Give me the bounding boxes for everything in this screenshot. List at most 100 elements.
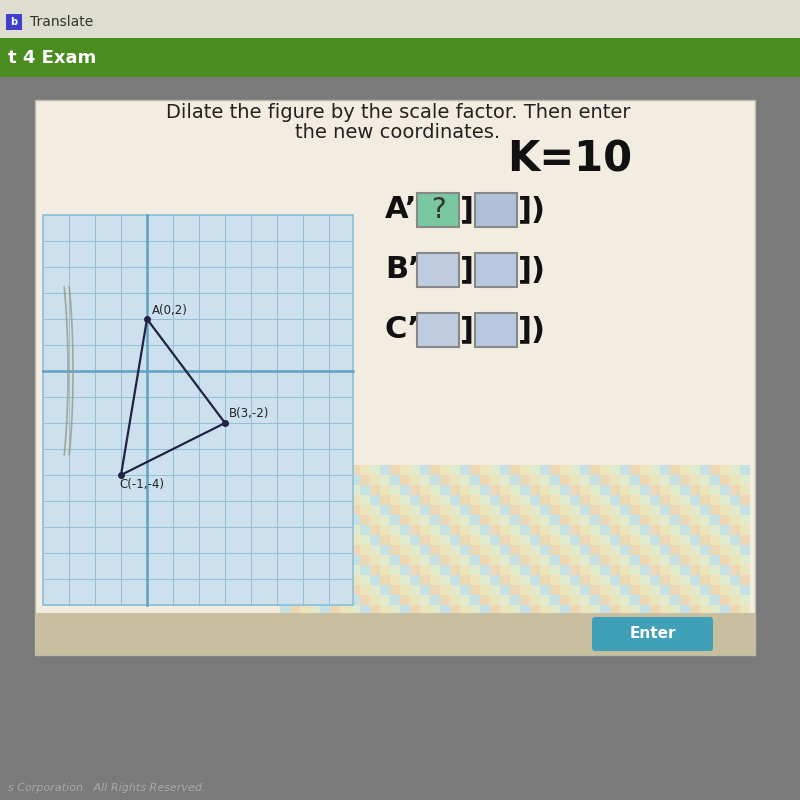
FancyBboxPatch shape xyxy=(330,635,340,645)
FancyBboxPatch shape xyxy=(450,565,460,575)
FancyBboxPatch shape xyxy=(730,535,740,545)
FancyBboxPatch shape xyxy=(400,575,410,585)
FancyBboxPatch shape xyxy=(620,475,630,485)
FancyBboxPatch shape xyxy=(410,525,420,535)
FancyBboxPatch shape xyxy=(530,585,540,595)
FancyBboxPatch shape xyxy=(720,515,730,525)
FancyBboxPatch shape xyxy=(440,515,450,525)
FancyBboxPatch shape xyxy=(440,475,450,485)
FancyBboxPatch shape xyxy=(360,595,370,605)
FancyBboxPatch shape xyxy=(660,505,670,515)
FancyBboxPatch shape xyxy=(460,505,470,515)
FancyBboxPatch shape xyxy=(510,595,520,605)
FancyBboxPatch shape xyxy=(710,585,720,595)
FancyBboxPatch shape xyxy=(460,555,470,565)
FancyBboxPatch shape xyxy=(420,565,430,575)
FancyBboxPatch shape xyxy=(540,585,550,595)
FancyBboxPatch shape xyxy=(660,545,670,555)
FancyBboxPatch shape xyxy=(600,585,610,595)
FancyBboxPatch shape xyxy=(370,485,380,495)
FancyBboxPatch shape xyxy=(320,525,330,535)
FancyBboxPatch shape xyxy=(640,615,650,625)
FancyBboxPatch shape xyxy=(360,645,370,655)
FancyBboxPatch shape xyxy=(530,475,540,485)
FancyBboxPatch shape xyxy=(390,525,400,535)
FancyBboxPatch shape xyxy=(620,555,630,565)
FancyBboxPatch shape xyxy=(600,595,610,605)
FancyBboxPatch shape xyxy=(690,585,700,595)
FancyBboxPatch shape xyxy=(520,475,530,485)
FancyBboxPatch shape xyxy=(590,625,600,635)
FancyBboxPatch shape xyxy=(610,495,620,505)
FancyBboxPatch shape xyxy=(400,585,410,595)
FancyBboxPatch shape xyxy=(710,565,720,575)
FancyBboxPatch shape xyxy=(410,645,420,655)
FancyBboxPatch shape xyxy=(570,575,580,585)
FancyBboxPatch shape xyxy=(620,625,630,635)
Text: B’(: B’( xyxy=(385,255,434,285)
FancyBboxPatch shape xyxy=(370,645,380,655)
FancyBboxPatch shape xyxy=(540,635,550,645)
FancyBboxPatch shape xyxy=(510,465,520,475)
FancyBboxPatch shape xyxy=(540,535,550,545)
FancyBboxPatch shape xyxy=(400,545,410,555)
FancyBboxPatch shape xyxy=(460,515,470,525)
FancyBboxPatch shape xyxy=(400,565,410,575)
FancyBboxPatch shape xyxy=(690,475,700,485)
FancyBboxPatch shape xyxy=(650,575,660,585)
FancyBboxPatch shape xyxy=(480,475,490,485)
FancyBboxPatch shape xyxy=(640,475,650,485)
FancyBboxPatch shape xyxy=(560,635,570,645)
FancyBboxPatch shape xyxy=(390,575,400,585)
FancyBboxPatch shape xyxy=(290,505,300,515)
FancyBboxPatch shape xyxy=(370,465,380,475)
FancyBboxPatch shape xyxy=(700,485,710,495)
FancyBboxPatch shape xyxy=(570,495,580,505)
FancyBboxPatch shape xyxy=(410,535,420,545)
FancyBboxPatch shape xyxy=(450,495,460,505)
FancyBboxPatch shape xyxy=(380,625,390,635)
Text: s Corporation.  All Rights Reserved.: s Corporation. All Rights Reserved. xyxy=(8,783,206,793)
FancyBboxPatch shape xyxy=(540,525,550,535)
FancyBboxPatch shape xyxy=(600,485,610,495)
FancyBboxPatch shape xyxy=(450,625,460,635)
FancyBboxPatch shape xyxy=(530,575,540,585)
FancyBboxPatch shape xyxy=(730,565,740,575)
FancyBboxPatch shape xyxy=(520,605,530,615)
FancyBboxPatch shape xyxy=(460,575,470,585)
FancyBboxPatch shape xyxy=(310,465,320,475)
FancyBboxPatch shape xyxy=(520,495,530,505)
FancyBboxPatch shape xyxy=(500,515,510,525)
FancyBboxPatch shape xyxy=(660,485,670,495)
FancyBboxPatch shape xyxy=(720,635,730,645)
FancyBboxPatch shape xyxy=(360,465,370,475)
FancyBboxPatch shape xyxy=(480,525,490,535)
FancyBboxPatch shape xyxy=(580,595,590,605)
FancyBboxPatch shape xyxy=(310,485,320,495)
FancyBboxPatch shape xyxy=(430,495,440,505)
FancyBboxPatch shape xyxy=(610,585,620,595)
FancyBboxPatch shape xyxy=(730,475,740,485)
FancyBboxPatch shape xyxy=(350,465,360,475)
FancyBboxPatch shape xyxy=(330,505,340,515)
FancyBboxPatch shape xyxy=(570,615,580,625)
FancyBboxPatch shape xyxy=(520,615,530,625)
FancyBboxPatch shape xyxy=(360,505,370,515)
FancyBboxPatch shape xyxy=(490,495,500,505)
FancyBboxPatch shape xyxy=(630,605,640,615)
FancyBboxPatch shape xyxy=(710,645,720,655)
FancyBboxPatch shape xyxy=(620,525,630,535)
FancyBboxPatch shape xyxy=(510,535,520,545)
FancyBboxPatch shape xyxy=(430,515,440,525)
FancyBboxPatch shape xyxy=(730,585,740,595)
FancyBboxPatch shape xyxy=(480,565,490,575)
FancyBboxPatch shape xyxy=(650,535,660,545)
FancyBboxPatch shape xyxy=(390,555,400,565)
FancyBboxPatch shape xyxy=(280,545,290,555)
FancyBboxPatch shape xyxy=(450,585,460,595)
Text: ]): ]) xyxy=(518,315,546,345)
FancyBboxPatch shape xyxy=(740,535,750,545)
FancyBboxPatch shape xyxy=(730,595,740,605)
FancyBboxPatch shape xyxy=(580,485,590,495)
FancyBboxPatch shape xyxy=(290,645,300,655)
